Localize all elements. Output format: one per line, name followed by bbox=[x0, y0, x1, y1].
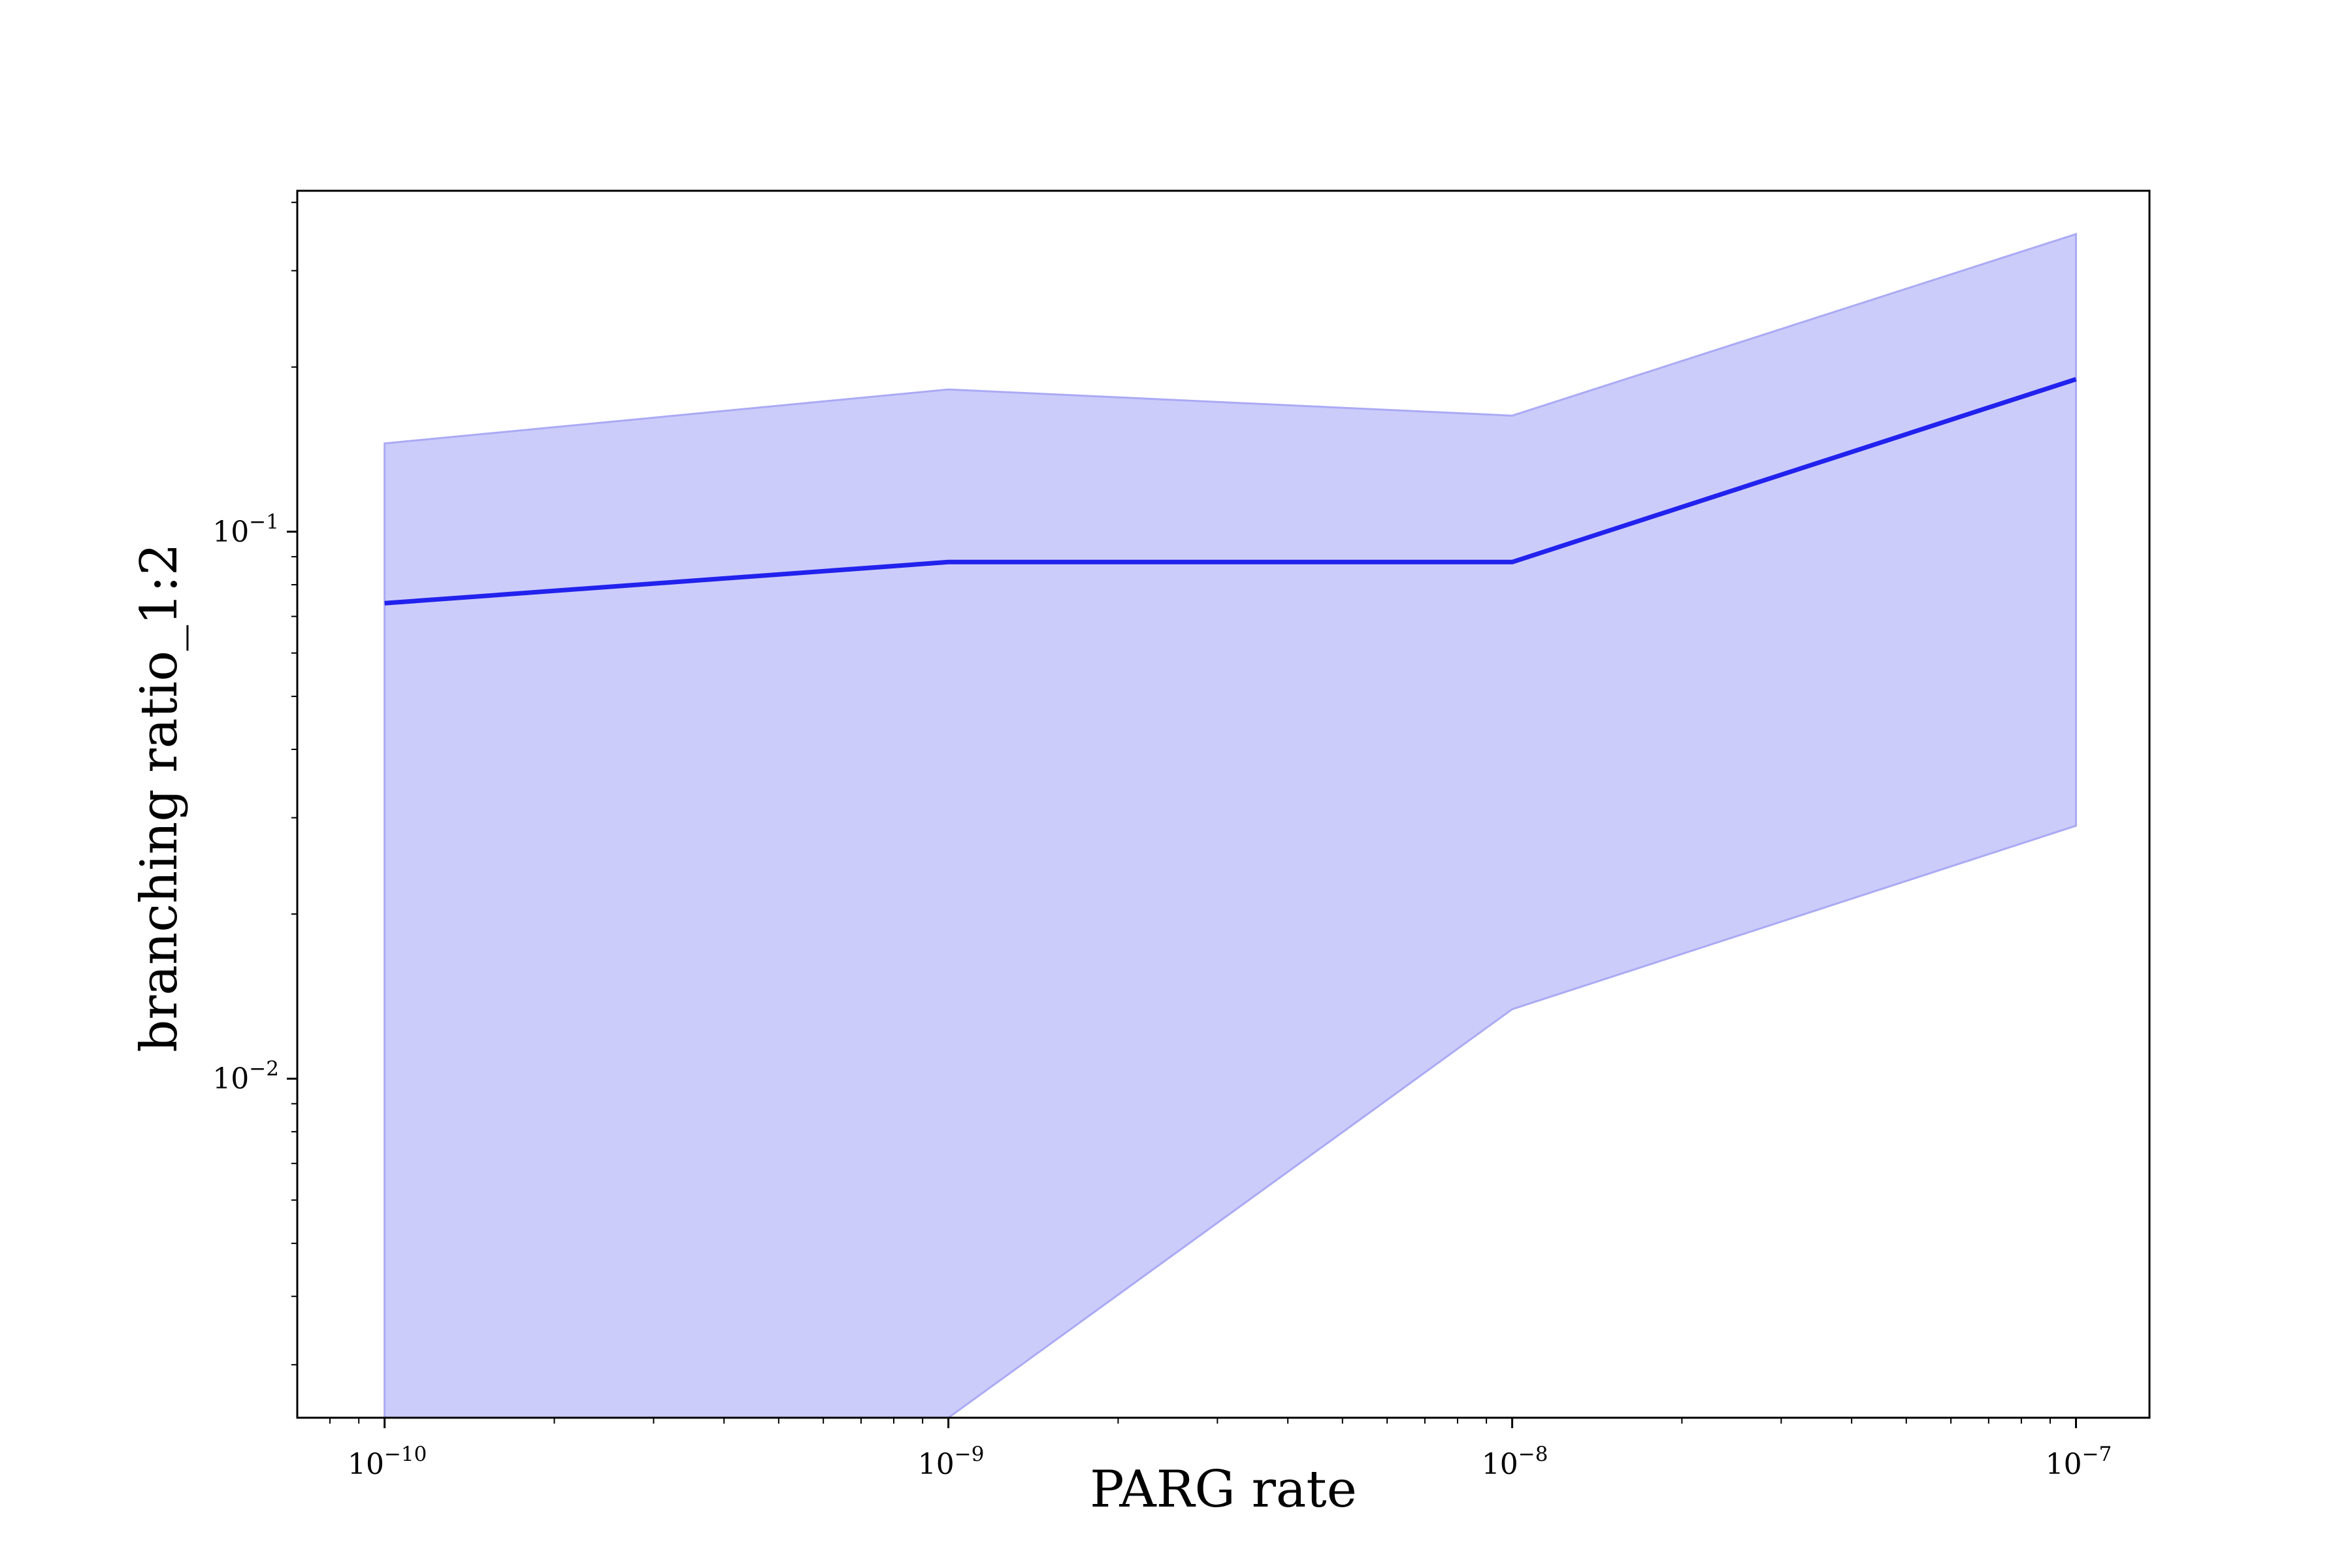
confidence-band-layer bbox=[384, 233, 2077, 1419]
y-axis-label: branching ratio_1:2 bbox=[130, 543, 189, 1052]
y-axis-ticks: 10−2 10−1 bbox=[212, 510, 297, 1096]
x-tick-label: 10−10 bbox=[348, 1443, 427, 1481]
x-axis-label: PARG rate bbox=[1090, 1460, 1357, 1519]
y-tick-label: 10−1 bbox=[212, 510, 279, 549]
x-tick-label: 10−8 bbox=[1482, 1443, 1548, 1481]
x-axis-ticks: 10−10 10−9 10−8 10−7 bbox=[348, 1418, 2112, 1481]
confidence-band bbox=[384, 233, 2077, 1419]
series-line-layer bbox=[384, 377, 2077, 606]
y-tick-label: 10−2 bbox=[212, 1057, 279, 1096]
x-tick-label: 10−7 bbox=[2046, 1443, 2112, 1481]
series-line bbox=[384, 377, 2077, 606]
plot-frame bbox=[296, 189, 2151, 1419]
x-tick-label: 10−9 bbox=[918, 1443, 985, 1481]
